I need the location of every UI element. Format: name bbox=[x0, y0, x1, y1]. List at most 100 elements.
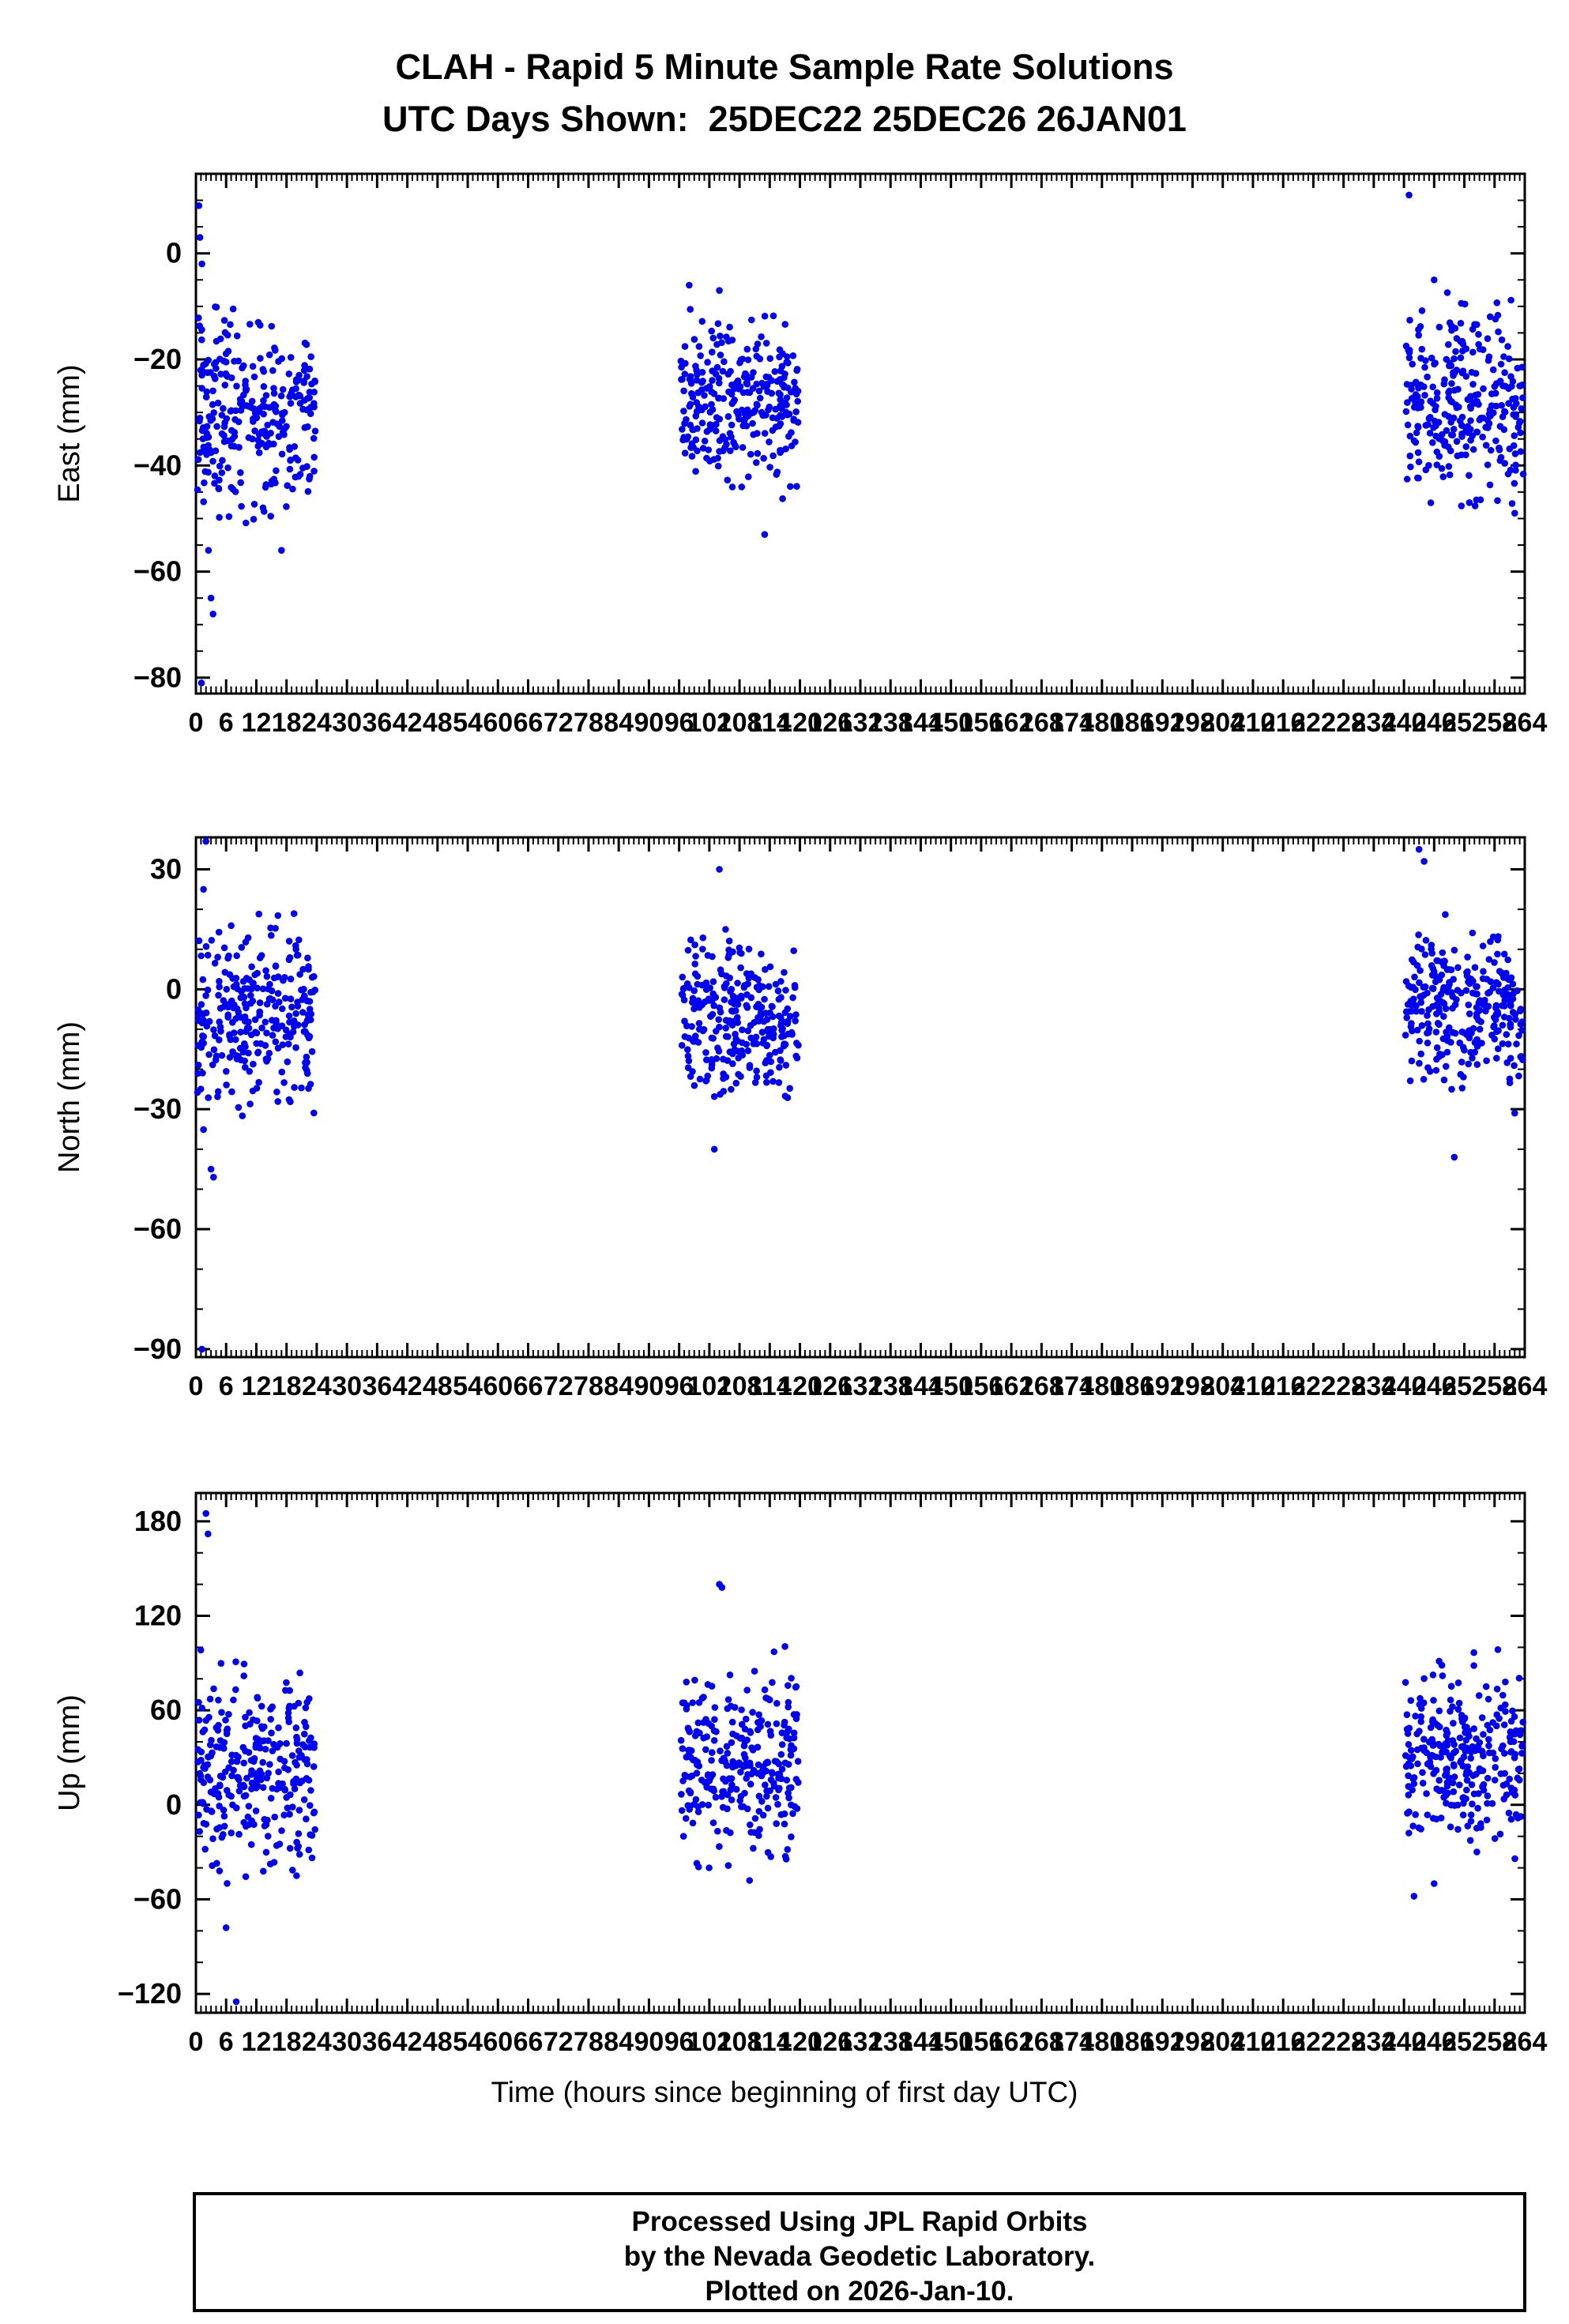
svg-text:108: 108 bbox=[717, 1371, 762, 1401]
svg-text:66: 66 bbox=[514, 708, 544, 738]
svg-text:120: 120 bbox=[777, 708, 822, 738]
svg-text:84: 84 bbox=[604, 708, 634, 738]
svg-text:216: 216 bbox=[1261, 1371, 1306, 1401]
svg-text:222: 222 bbox=[1291, 2027, 1336, 2057]
svg-text:150: 150 bbox=[928, 1371, 973, 1401]
svg-text:48: 48 bbox=[423, 2027, 453, 2057]
footer-line-2: by the Nevada Geodetic Laboratory. bbox=[623, 2241, 1096, 2272]
svg-text:228: 228 bbox=[1321, 1371, 1366, 1401]
svg-text:126: 126 bbox=[807, 2027, 852, 2057]
east-plot-canvas: 0 6 12 18 24 30 36 42 48 54 60 66 72 78 84 90 9610210811… bbox=[53, 172, 1548, 738]
svg-text:264: 264 bbox=[1503, 708, 1548, 738]
svg-text:174: 174 bbox=[1049, 2027, 1094, 2057]
svg-text:114: 114 bbox=[748, 2027, 792, 2057]
svg-text:234: 234 bbox=[1351, 2027, 1396, 2057]
svg-text:186: 186 bbox=[1110, 708, 1155, 738]
svg-text:204: 204 bbox=[1200, 708, 1245, 738]
svg-text:156: 156 bbox=[959, 1371, 1004, 1401]
subplot-up: 0 6 12 18 24 30 36 42 48 54 60 66 72 78 84 90 96 102 108 11… bbox=[0, 1488, 1569, 2060]
svg-text:6: 6 bbox=[219, 2027, 234, 2057]
svg-text:0: 0 bbox=[189, 1371, 204, 1401]
svg-text:0: 0 bbox=[189, 708, 204, 738]
svg-text:18: 18 bbox=[272, 708, 302, 738]
subplot-north: 0 6 12 18 24 30 36 42 48 54 60 66 72 78 84 90 96 102 108 11… bbox=[0, 833, 1569, 1405]
svg-text:102: 102 bbox=[687, 1371, 732, 1401]
svg-text:168: 168 bbox=[1019, 2027, 1064, 2057]
svg-text:180: 180 bbox=[1079, 708, 1124, 738]
svg-text:252: 252 bbox=[1442, 708, 1487, 738]
svg-text:84: 84 bbox=[604, 1371, 634, 1401]
svg-text:198: 198 bbox=[1170, 1371, 1215, 1401]
svg-text:228: 228 bbox=[1321, 2027, 1366, 2057]
svg-text:156: 156 bbox=[959, 708, 1004, 738]
svg-text:264: 264 bbox=[1503, 2027, 1548, 2057]
svg-text:96: 96 bbox=[664, 2027, 694, 2057]
svg-text:18: 18 bbox=[272, 1371, 302, 1401]
svg-text:36: 36 bbox=[362, 708, 392, 738]
svg-text:210: 210 bbox=[1231, 708, 1276, 738]
svg-text:54: 54 bbox=[453, 2027, 483, 2057]
svg-text:North (mm): North (mm) bbox=[53, 1021, 86, 1173]
svg-text:12: 12 bbox=[242, 1371, 272, 1401]
svg-text:−120: −120 bbox=[118, 1977, 182, 2010]
svg-text:90: 90 bbox=[634, 708, 664, 738]
chart-title: CLAH - Rapid 5 Minute Sample Rate Soluti… bbox=[0, 41, 1569, 145]
svg-text:66: 66 bbox=[514, 1371, 544, 1401]
svg-text:42: 42 bbox=[393, 1371, 423, 1401]
svg-text:168: 168 bbox=[1019, 1371, 1064, 1401]
svg-text:30: 30 bbox=[332, 1371, 362, 1401]
svg-text:192: 192 bbox=[1140, 1371, 1185, 1401]
svg-text:12: 12 bbox=[242, 2027, 272, 2057]
svg-text:138: 138 bbox=[868, 708, 913, 738]
svg-text:24: 24 bbox=[302, 1371, 332, 1401]
svg-text:144: 144 bbox=[898, 708, 943, 738]
svg-text:54: 54 bbox=[453, 1371, 483, 1401]
svg-text:42: 42 bbox=[393, 708, 423, 738]
x-axis-title: Time (hours since beginning of first day… bbox=[491, 2076, 1078, 2108]
svg-text:96: 96 bbox=[664, 708, 694, 738]
svg-text:36: 36 bbox=[362, 1371, 392, 1401]
svg-text:72: 72 bbox=[544, 2027, 574, 2057]
svg-text:78: 78 bbox=[574, 1371, 604, 1401]
svg-text:180: 180 bbox=[1079, 1371, 1124, 1401]
svg-text:0: 0 bbox=[166, 1788, 182, 1821]
svg-text:246: 246 bbox=[1412, 2027, 1457, 2057]
svg-text:258: 258 bbox=[1472, 1371, 1517, 1401]
svg-text:150: 150 bbox=[928, 2027, 973, 2057]
footer-line-3: Plotted on 2026-Jan-10. bbox=[705, 2276, 1014, 2307]
svg-text:30: 30 bbox=[332, 708, 362, 738]
svg-text:210: 210 bbox=[1231, 2027, 1276, 2057]
svg-text:132: 132 bbox=[838, 708, 883, 738]
svg-text:24: 24 bbox=[302, 2027, 332, 2057]
svg-text:162: 162 bbox=[989, 1371, 1034, 1401]
svg-text:162: 162 bbox=[989, 2027, 1034, 2057]
svg-text:210: 210 bbox=[1231, 1371, 1276, 1401]
svg-text:East (mm): East (mm) bbox=[53, 364, 86, 502]
footer-line-1: Processed Using JPL Rapid Orbits bbox=[631, 2206, 1088, 2237]
svg-text:−60: −60 bbox=[134, 1213, 182, 1245]
svg-text:120: 120 bbox=[777, 1371, 822, 1401]
svg-text:−20: −20 bbox=[134, 343, 182, 375]
subplot-east: 0 6 12 18 24 30 36 42 48 54 60 66 72 78 84 90 96 102 108 11… bbox=[0, 169, 1569, 741]
svg-text:−30: −30 bbox=[134, 1092, 182, 1125]
svg-text:54: 54 bbox=[453, 708, 483, 738]
svg-text:102: 102 bbox=[687, 708, 732, 738]
svg-text:90: 90 bbox=[634, 2027, 664, 2057]
svg-text:168: 168 bbox=[1019, 708, 1064, 738]
svg-text:−90: −90 bbox=[134, 1333, 182, 1365]
svg-text:180: 180 bbox=[134, 1505, 182, 1537]
svg-text:120: 120 bbox=[777, 2027, 822, 2057]
svg-text:0: 0 bbox=[166, 972, 182, 1005]
svg-text:216: 216 bbox=[1261, 2027, 1306, 2057]
svg-text:66: 66 bbox=[514, 2027, 544, 2057]
svg-text:84: 84 bbox=[604, 2027, 634, 2057]
north-plot-canvas: 0 6 12 18 24 30 36 42 48 54 60 66 72 78 84 90 9610210811… bbox=[53, 836, 1547, 1401]
svg-text:−40: −40 bbox=[134, 449, 182, 481]
chart-title-line2: UTC Days Shown: 25DEC22 25DEC26 26JAN01 bbox=[382, 99, 1187, 139]
svg-text:78: 78 bbox=[574, 708, 604, 738]
svg-text:114: 114 bbox=[748, 708, 792, 738]
svg-text:228: 228 bbox=[1321, 708, 1366, 738]
svg-text:24: 24 bbox=[302, 708, 332, 738]
svg-text:Up (mm): Up (mm) bbox=[53, 1694, 86, 1811]
